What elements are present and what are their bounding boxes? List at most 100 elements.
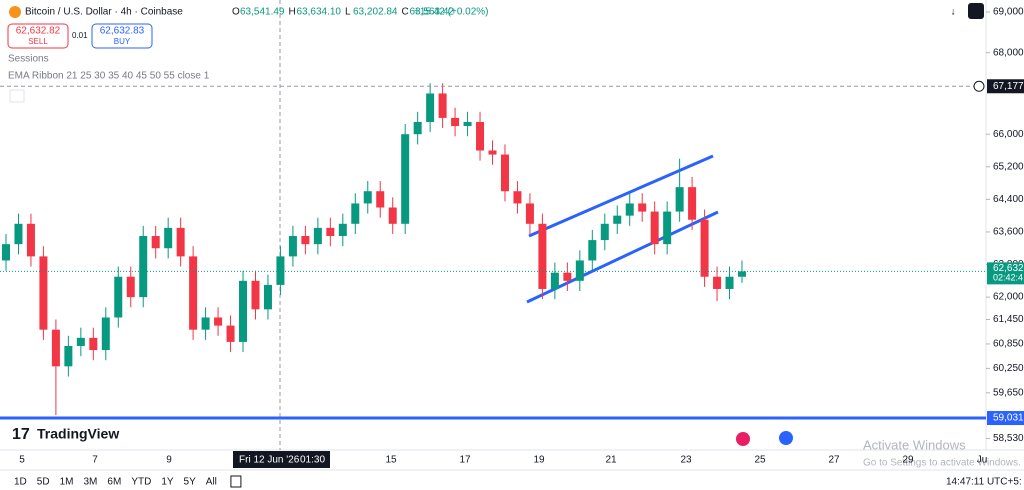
candle-body [513,191,522,204]
candle-body [363,191,372,204]
candle-body [550,272,559,289]
range-button[interactable]: 5Y [184,477,197,488]
candle-body [638,203,647,212]
x-tick-label: Ju [977,455,988,466]
crosshair-time: 01:30 [300,455,325,466]
candle-body [39,256,48,330]
countdown: 02:42:4 [993,273,1023,283]
candle-body [725,276,734,289]
price-line-badge [987,411,1024,426]
buy-label: BUY [114,37,131,46]
candle-body [76,337,85,346]
candle-body [476,121,485,151]
crosshair-badge [987,79,1024,94]
candle-body [688,187,697,220]
candle-body [239,280,248,342]
x-tick-label: 23 [680,455,692,466]
range-button[interactable]: 1D [14,477,27,488]
candle-body [263,284,272,310]
candle-body [351,203,360,224]
range-button[interactable]: All [206,477,217,488]
range-button[interactable]: 1Y [161,477,174,488]
crosshair-label: 67,177. [993,81,1024,92]
candle-body [26,223,35,257]
download-button[interactable] [946,4,960,18]
sell-price: 62,632.82 [16,26,61,37]
x-tick-label: 17 [459,455,471,466]
ohlc-value: 63,541.49 [240,7,285,18]
range-button[interactable]: 5D [37,477,50,488]
add-button[interactable] [973,80,985,92]
change: +15.42 (+0.02%) [414,7,489,18]
collapse-button[interactable] [9,89,25,103]
candle-body [164,227,173,249]
sell-button[interactable] [7,23,69,49]
y-tick-label: 63,600. [993,227,1024,238]
ohlc-key: O [232,7,240,18]
range-button[interactable]: 6M [107,477,121,488]
logo-mark: 17 [12,426,30,443]
y-tick-label: 68,000. [993,47,1024,58]
candle-body [413,121,422,135]
calendar-button[interactable] [230,475,242,488]
clock: 14:47:11 UTC+5: [946,477,1022,488]
candle-body [338,223,347,237]
range-button[interactable]: 3M [84,477,98,488]
candle-body [488,150,497,155]
candle-body [401,134,410,224]
candle-body [700,219,709,277]
candle-body [176,227,185,257]
candle-body [525,203,534,224]
range-button[interactable]: YTD [131,477,151,488]
candle-body [451,117,460,127]
candle-body [563,272,572,281]
last-price-badge [987,262,1024,285]
candle-body [101,317,110,351]
candle-body [650,211,659,245]
y-tick-label: 61,450. [993,314,1024,325]
y-tick-label: 65,200. [993,161,1024,172]
y-tick-label: 62,000. [993,292,1024,303]
candle-body [2,244,10,261]
candle-body [575,260,584,281]
candle-body [14,223,23,245]
candle-body [388,207,397,224]
x-tick-label: 5 [19,455,25,466]
candle-body [201,317,210,330]
candle-body [326,227,335,237]
x-tick-label: 15 [385,455,397,466]
candle-body [438,93,447,118]
candle-body [288,236,297,257]
ohlc: O 63,541.49 H 63,634.10 L 63,202.84 C 63,563.42 [232,7,454,18]
candle-body [426,93,435,122]
x-tick-label: 27 [828,455,840,466]
ohlc-key: L [345,7,351,18]
qty: 0.01 [72,31,88,40]
candle-body [463,121,472,127]
candle-body [226,325,235,342]
y-tick-label: 64,400. [993,194,1024,205]
indicator: Sessions [8,54,49,65]
candle-body [139,236,148,298]
candle-body [675,187,684,212]
event-icon[interactable] [736,432,750,446]
flag-icon[interactable] [779,431,793,445]
candle-body [64,345,73,367]
y-tick-label: 58,530. [993,433,1024,444]
range-button[interactable]: 1M [60,477,74,488]
candle-body [251,280,260,310]
sell-label: SELL [28,37,48,46]
candle-body [151,236,160,249]
candle-body [738,271,746,277]
buy-price: 62,632.83 [100,26,145,37]
buy-button[interactable] [91,23,153,49]
fullscreen-button[interactable] [968,3,984,19]
x-tick-label: 21 [605,455,617,466]
x-tick-label: 25 [754,455,766,466]
ohlc-key: C [402,7,409,18]
toolbar: 1D 5D 1M 3M 6M YTD 1Y 5Y All [14,475,242,488]
candle-body [538,223,547,289]
candle-body [313,227,322,245]
ohlc-value: 63,634.10 [297,7,342,18]
